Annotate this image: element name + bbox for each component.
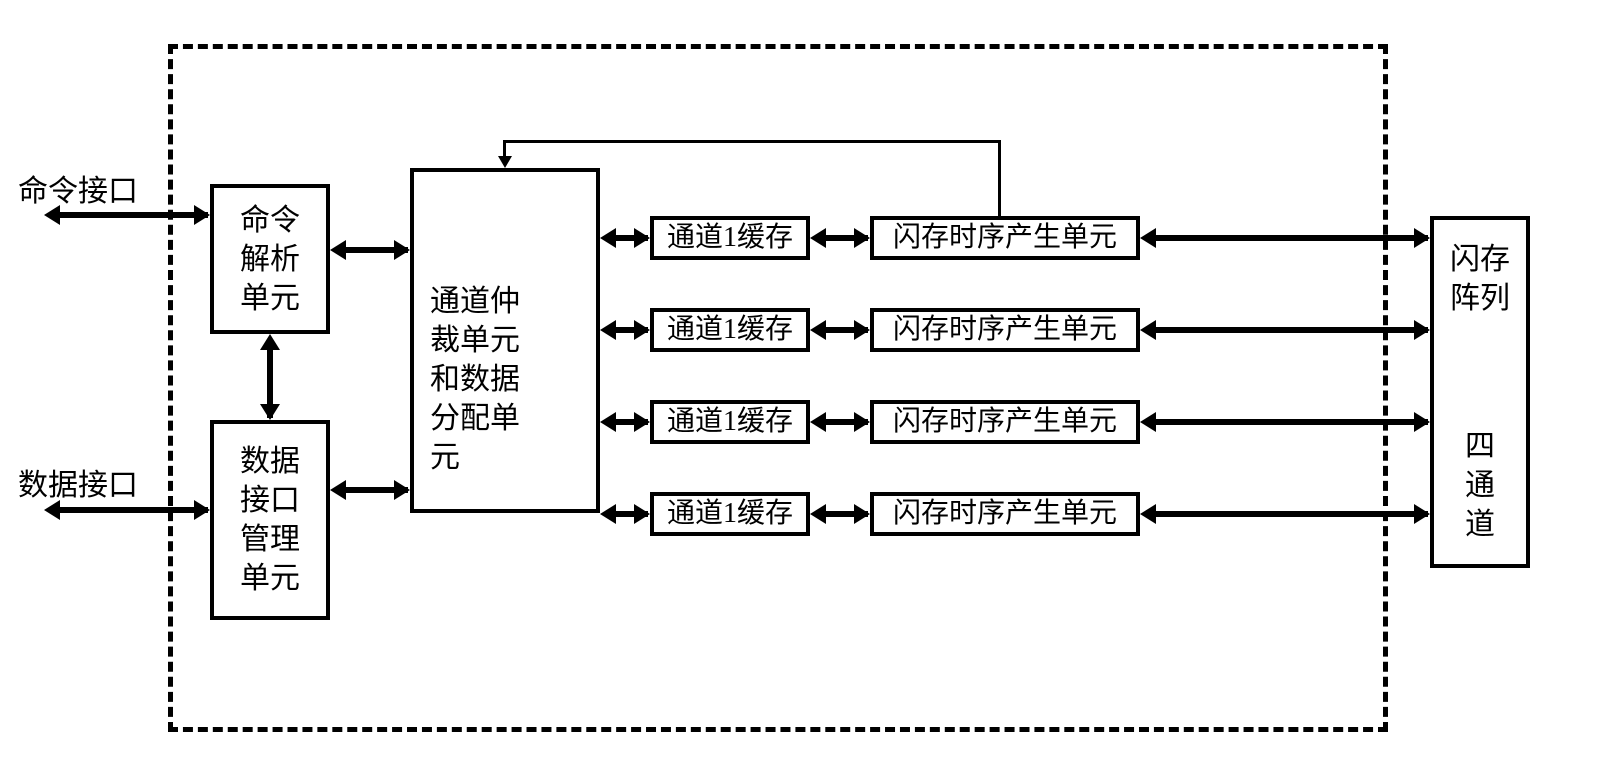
arrow-head <box>600 228 616 248</box>
block-cache-3: 通道1缓存 <box>650 400 810 444</box>
block-timing-2: 闪存时序产生单元 <box>870 308 1140 352</box>
arrow-head <box>634 320 650 340</box>
arrow-head <box>810 504 826 524</box>
feedback-line <box>503 140 1001 143</box>
arrow-head <box>394 240 410 260</box>
arrow-head <box>810 412 826 432</box>
block-arbiter-label: 通道仲裁单元和数据分配单元 <box>430 282 520 477</box>
arrow-head <box>330 480 346 500</box>
arrow-head <box>260 404 280 420</box>
controller-boundary <box>168 44 1388 732</box>
arrow-head <box>1414 504 1430 524</box>
block-arbiter: 通道仲裁单元和数据分配单元 <box>410 168 600 513</box>
arrow-head <box>600 504 616 524</box>
block-cache-4: 通道1缓存 <box>650 492 810 536</box>
arrow <box>1156 419 1428 425</box>
arrow-head <box>44 500 60 520</box>
arrow <box>1156 327 1428 333</box>
arrow-head <box>1140 320 1156 340</box>
block-data-if-mgmt: 数据接口管理单元 <box>210 420 330 620</box>
feedback-line <box>998 140 1001 216</box>
arrow-head <box>394 480 410 500</box>
arrow-head <box>1414 228 1430 248</box>
arrow-head <box>1140 504 1156 524</box>
arrow <box>1156 511 1428 517</box>
arrow-head <box>634 228 650 248</box>
arrow-head <box>634 412 650 432</box>
arrow-head <box>1140 228 1156 248</box>
feedback-arrow-head <box>498 156 512 168</box>
arrow-head <box>330 240 346 260</box>
arrow-head <box>600 412 616 432</box>
arrow-head <box>854 412 870 432</box>
block-timing-1: 闪存时序产生单元 <box>870 216 1140 260</box>
block-cache-1: 通道1缓存 <box>650 216 810 260</box>
arrow <box>60 507 208 513</box>
arrow-head <box>194 205 210 225</box>
arrow-head <box>810 228 826 248</box>
arrow-head <box>634 504 650 524</box>
arrow-head <box>194 500 210 520</box>
arrow <box>1156 235 1428 241</box>
block-timing-3: 闪存时序产生单元 <box>870 400 1140 444</box>
block-timing-4: 闪存时序产生单元 <box>870 492 1140 536</box>
arrow-head <box>1414 320 1430 340</box>
arrow-head <box>260 334 280 350</box>
block-flash-array-label-bottom: 四通道 <box>1465 427 1495 544</box>
arrow-head <box>854 320 870 340</box>
arrow <box>60 212 208 218</box>
diagram-canvas: 命令接口 数据接口 命令解析单元 数据接口管理单元 通道仲裁单元和数据分配单元 … <box>0 0 1615 784</box>
arrow-head <box>1140 412 1156 432</box>
block-data-if-mgmt-label: 数据接口管理单元 <box>240 442 300 598</box>
block-cmd-parse-label: 命令解析单元 <box>240 201 300 318</box>
label-cmd-interface: 命令接口 <box>18 166 138 210</box>
block-cache-2: 通道1缓存 <box>650 308 810 352</box>
arrow-head <box>854 228 870 248</box>
block-cmd-parse: 命令解析单元 <box>210 184 330 334</box>
arrow-head <box>600 320 616 340</box>
label-data-interface: 数据接口 <box>18 460 138 504</box>
block-flash-array-label-top: 闪存阵列 <box>1450 240 1510 318</box>
arrow-head <box>44 205 60 225</box>
arrow-head <box>1414 412 1430 432</box>
block-flash-array: 闪存阵列 四通道 <box>1430 216 1530 568</box>
arrow-head <box>854 504 870 524</box>
arrow-head <box>810 320 826 340</box>
